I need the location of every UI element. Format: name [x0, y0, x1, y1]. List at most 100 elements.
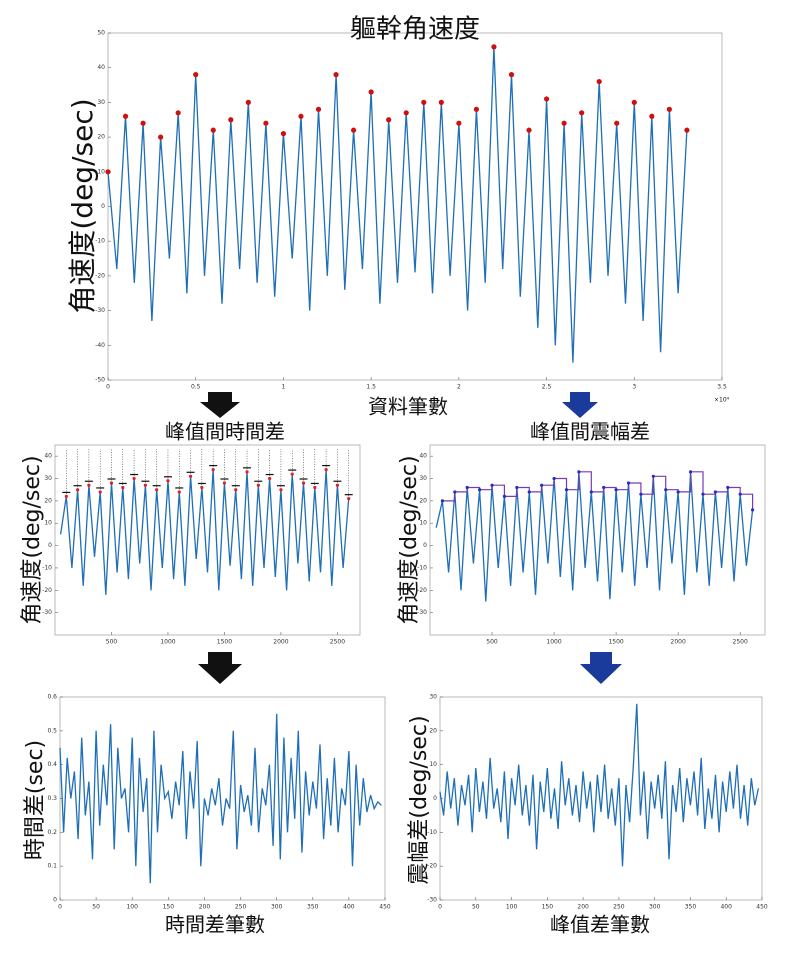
- signal-line: [59, 713, 382, 884]
- x-tick-label: 1000: [160, 639, 175, 646]
- peak-marker: [465, 485, 469, 490]
- arrow-down: [580, 652, 622, 684]
- peak-marker: [456, 120, 462, 126]
- peak-marker: [315, 106, 322, 112]
- x-tick-label: 300: [649, 904, 661, 911]
- x-tick-label: 500: [106, 639, 118, 646]
- y-tick-label: 0: [53, 897, 57, 904]
- x-tick-label: 50: [472, 904, 480, 911]
- peak-marker: [631, 99, 637, 105]
- peak-marker: [666, 106, 672, 112]
- peak-marker: [143, 483, 147, 487]
- x-tick-label: 0.5: [191, 384, 201, 391]
- peak-marker: [158, 134, 164, 140]
- x-tick-label: 2000: [671, 639, 686, 646]
- y-tick-label: 40: [44, 453, 52, 460]
- y-tick-label: -30: [95, 307, 105, 314]
- peak-marker: [564, 488, 569, 492]
- peak-marker: [651, 474, 655, 478]
- peak-marker: [175, 110, 181, 116]
- peak-marker: [210, 127, 216, 133]
- peak-marker: [614, 120, 620, 126]
- peak-marker: [515, 485, 519, 490]
- x-axis-label: 峰值差筆數: [550, 913, 650, 937]
- y-tick-label: -30: [42, 609, 52, 616]
- x-tick-label: 350: [307, 904, 319, 911]
- x-tick-label: 1500: [608, 639, 623, 646]
- y-tick-label: 0.2: [47, 829, 57, 836]
- peak-marker: [726, 485, 730, 490]
- peak-marker: [234, 488, 238, 492]
- peak-marker: [502, 494, 507, 499]
- peak-marker: [279, 488, 283, 492]
- peak-marker: [228, 117, 234, 123]
- plot-area: [54, 444, 361, 636]
- peak-marker: [676, 490, 680, 494]
- x-tick-label: 0: [58, 904, 62, 911]
- peak-marker: [614, 488, 618, 492]
- peak-marker: [347, 497, 351, 501]
- peak-marker: [256, 483, 260, 487]
- peak-marker: [121, 485, 125, 490]
- y-tick-label: -10: [417, 564, 427, 571]
- peak-marker: [664, 488, 668, 492]
- peak-marker: [649, 113, 655, 119]
- peak-marker: [473, 106, 479, 112]
- y-tick-label: 30: [419, 475, 427, 482]
- peak-marker: [200, 485, 204, 490]
- x-tick-label: 300: [271, 904, 283, 911]
- y-tick-label: -20: [95, 272, 105, 279]
- x-tick-label: 100: [126, 904, 138, 911]
- x-tick-label: 2: [457, 384, 461, 391]
- y-axis-label: 震幅差(deg/sec): [407, 715, 432, 884]
- peak-marker: [351, 127, 357, 133]
- peak-marker: [713, 490, 717, 494]
- peak-marker: [155, 488, 159, 492]
- peak-marker: [98, 490, 102, 494]
- y-tick-label: 20: [419, 497, 427, 504]
- signal-line: [59, 469, 350, 595]
- peak-marker: [335, 483, 340, 487]
- peak-marker: [268, 476, 272, 481]
- signal-line: [107, 46, 688, 363]
- y-tick-label: 40: [419, 453, 427, 460]
- x-tick-label: 450: [379, 904, 391, 911]
- peak-marker: [626, 481, 631, 485]
- chart-title: 峰值間時間差: [165, 420, 285, 444]
- y-tick-label: -10: [95, 238, 105, 245]
- y-tick-label: -20: [417, 587, 427, 594]
- y-tick-label: 30: [97, 99, 105, 106]
- y-tick-label: 20: [44, 497, 52, 504]
- peak-marker: [561, 120, 567, 126]
- y-tick-label: 0.4: [47, 761, 57, 768]
- y-tick-label: 30: [429, 694, 437, 701]
- peak-marker: [527, 490, 531, 494]
- x-tick-label: 400: [720, 904, 732, 911]
- y-tick-label: -30: [427, 897, 437, 904]
- signal-line: [435, 471, 754, 602]
- x-tick-label: 0: [106, 384, 110, 391]
- y-tick-label: 0.6: [47, 694, 57, 701]
- y-tick-label: -20: [42, 587, 52, 594]
- x-tick-label: 3: [632, 384, 636, 391]
- peak-marker: [298, 113, 304, 119]
- peak-marker: [639, 492, 643, 496]
- peak-marker: [490, 483, 494, 487]
- peak-marker: [526, 127, 532, 133]
- y-tick-label: 0.5: [47, 727, 57, 734]
- peak-marker: [688, 470, 693, 474]
- peak-marker: [750, 508, 755, 512]
- y-axis-label: 時間差(sec): [23, 740, 48, 860]
- peak-marker: [105, 169, 111, 175]
- peak-marker: [109, 481, 114, 485]
- peak-marker: [403, 110, 409, 116]
- peak-marker: [579, 110, 585, 116]
- y-axis-label: 角速度(deg/sec): [66, 98, 99, 313]
- y-tick-label: 20: [429, 727, 437, 734]
- peak-marker: [438, 99, 444, 105]
- peak-marker: [263, 120, 269, 126]
- y-tick-label: 0: [48, 542, 52, 549]
- x-tick-label: 0: [438, 904, 442, 911]
- peak-marker: [421, 99, 427, 105]
- y-tick-label: -20: [427, 863, 437, 870]
